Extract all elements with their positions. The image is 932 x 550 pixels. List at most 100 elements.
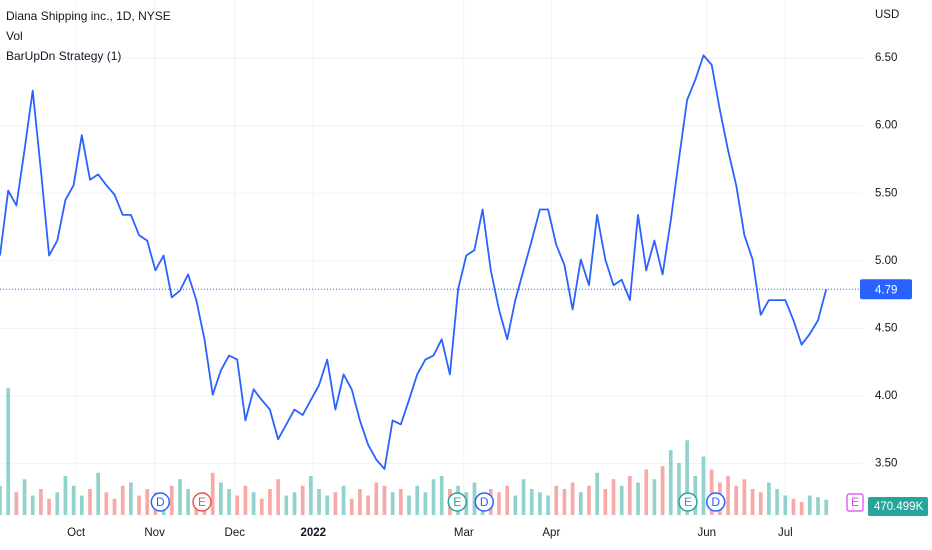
volume-bar (783, 495, 788, 515)
volume-bar (276, 479, 280, 515)
volume-bar (186, 489, 190, 515)
volume-bar (104, 492, 109, 515)
volume-bar (546, 495, 550, 515)
event-marker (192, 492, 212, 512)
event-marker (678, 492, 698, 512)
next-event-label: E (851, 495, 859, 509)
volume-bar (219, 482, 223, 515)
volume-bar (816, 497, 820, 515)
event-marker (447, 492, 468, 512)
volume-bar (178, 479, 182, 515)
event-marker (150, 492, 171, 512)
volume-bar (415, 485, 420, 515)
volume-bar (587, 485, 591, 515)
volume-bar (366, 495, 370, 515)
volume-bar (742, 479, 747, 515)
volume-bar (325, 495, 330, 515)
volume-bar (521, 479, 526, 515)
x-tick-label: Dec (225, 527, 246, 539)
volume-bar (807, 495, 812, 515)
volume-bar (374, 482, 379, 515)
event-marker (706, 492, 726, 512)
x-tick-label: Apr (542, 527, 560, 539)
volume-bar (701, 456, 706, 515)
x-tick-label: Jun (697, 527, 716, 539)
y-tick-label: 4.00 (875, 390, 897, 402)
volume-bar (636, 482, 640, 515)
volume-bar (382, 485, 387, 515)
volume-bar (235, 495, 240, 515)
volume-bar (14, 492, 19, 515)
volume-bar (570, 482, 575, 515)
event-label: D (711, 495, 720, 509)
volume-bar (677, 463, 681, 515)
volume-bar (775, 489, 779, 515)
y-tick-label: 6.00 (875, 120, 897, 132)
indicator-label: BarUpDn Strategy (1) (6, 49, 121, 63)
volume-bar (30, 495, 35, 515)
volume-bar (39, 489, 43, 515)
volume-bar (145, 489, 150, 515)
volume-bar (22, 479, 27, 515)
volume-bar (472, 482, 477, 515)
volume-bar (407, 495, 411, 515)
volume-bar (595, 472, 599, 515)
volume-bar (251, 492, 256, 515)
volume-bar (284, 495, 289, 515)
volume-bar (47, 498, 51, 515)
x-tick-label: Oct (67, 527, 86, 539)
volume-bar (611, 479, 616, 515)
volume-bar (668, 450, 673, 515)
last-price-box (860, 279, 912, 300)
volume-bar (227, 489, 231, 515)
volume-bar (734, 485, 739, 515)
volume-bar (358, 489, 362, 515)
y-tick-label: 3.50 (875, 458, 897, 470)
volume-bar (309, 476, 313, 515)
event-label: E (453, 495, 461, 509)
volume-bar (603, 489, 608, 515)
volume-bar (693, 476, 698, 515)
volume-bar (292, 492, 297, 515)
volume-bar (71, 485, 76, 515)
y-tick-label: 6.50 (875, 52, 897, 64)
axes: 3.50 4.00 4.50 5.00 5.50 6.00 6.50 Oct Nov Dec 202… (67, 52, 928, 539)
price-line (0, 54, 828, 470)
y-tick-label: 5.50 (875, 187, 897, 199)
chart-title: Diana Shipping inc., 1D, NYSE (6, 9, 171, 23)
volume-bar (799, 502, 804, 515)
volume-bar (538, 492, 542, 515)
volume-bar (628, 476, 632, 515)
volume-bar (497, 492, 501, 515)
volume-bar (243, 485, 248, 515)
volume-bar (398, 489, 403, 515)
volume-bar (129, 482, 133, 515)
volume-bar (554, 485, 559, 515)
event-label: D (480, 495, 489, 509)
volume-bar (652, 479, 657, 515)
volume-bar (505, 485, 510, 515)
event-label: E (684, 495, 692, 509)
volume-bar (562, 489, 567, 515)
volume-bar (0, 485, 2, 515)
volume-bar (96, 472, 101, 515)
volume-bar (210, 472, 215, 515)
volume-bar (578, 492, 583, 515)
volume-bar (824, 499, 829, 515)
x-tick-label: Mar (454, 527, 474, 539)
volume-pane (0, 388, 829, 515)
volume-bar (268, 489, 272, 515)
volume-last-box (868, 497, 928, 516)
volume-bar (758, 492, 763, 515)
next-event-box (846, 493, 864, 512)
volume-bar (660, 466, 665, 515)
y-tick-label: 5.00 (875, 255, 897, 267)
volume-bar (349, 498, 354, 515)
volume-bar (439, 476, 444, 515)
volume-bar (6, 388, 11, 515)
volume-bar (750, 489, 755, 515)
volume-bar (529, 489, 534, 515)
volume-bar (767, 482, 771, 515)
